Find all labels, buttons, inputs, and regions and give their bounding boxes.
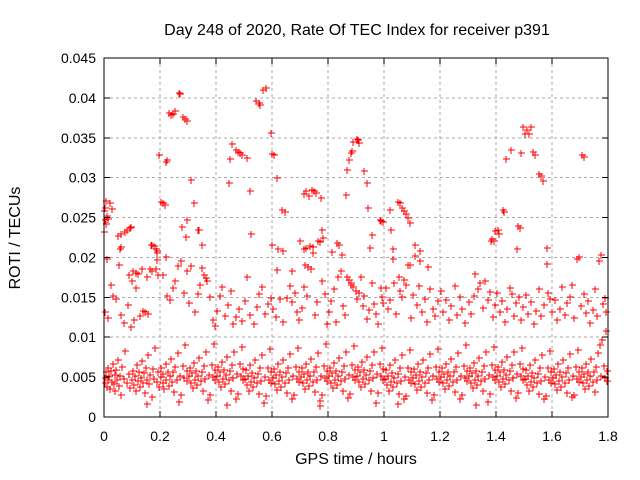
y-tick-label: 0.02: [69, 249, 96, 265]
x-tick-label: 1.6: [542, 428, 562, 444]
x-tick-label: 1: [380, 428, 388, 444]
y-tick-label: 0.005: [61, 369, 96, 385]
axes: [103, 57, 609, 418]
x-tick-label: 0.8: [318, 428, 338, 444]
x-tick-label: 1.2: [430, 428, 450, 444]
series-ROTI-markers: [101, 85, 611, 410]
x-axis-label: GPS time / hours: [295, 451, 417, 468]
y-axis-label: ROTI / TECUs: [7, 187, 24, 290]
x-tick-label: 0: [100, 428, 108, 444]
x-tick-label: 1.8: [598, 428, 618, 444]
y-tick-label: 0.04: [69, 90, 96, 106]
tick-labels: 0 0.2 0.4 0.6 0.8 1 1.2 1.4 1.6 1.8 0 0.005 0.01 0.01…: [61, 50, 618, 444]
x-tick-label: 0.6: [262, 428, 282, 444]
data-points: [101, 85, 611, 410]
grid-lines: [104, 58, 608, 417]
y-tick-label: 0.03: [69, 170, 96, 186]
y-tick-label: 0.025: [61, 210, 96, 226]
x-tick-label: 0.2: [150, 428, 170, 444]
y-tick-label: 0.015: [61, 289, 96, 305]
x-tick-label: 1.4: [486, 428, 506, 444]
y-tick-label: 0.035: [61, 130, 96, 146]
x-tick-label: 0.4: [206, 428, 226, 444]
chart-title: Day 248 of 2020, Rate Of TEC Index for r…: [164, 22, 550, 39]
plot-border: [103, 57, 609, 418]
y-tick-label: 0.01: [69, 329, 96, 345]
y-tick-label: 0.045: [61, 50, 96, 66]
y-tick-label: 0: [88, 409, 96, 425]
